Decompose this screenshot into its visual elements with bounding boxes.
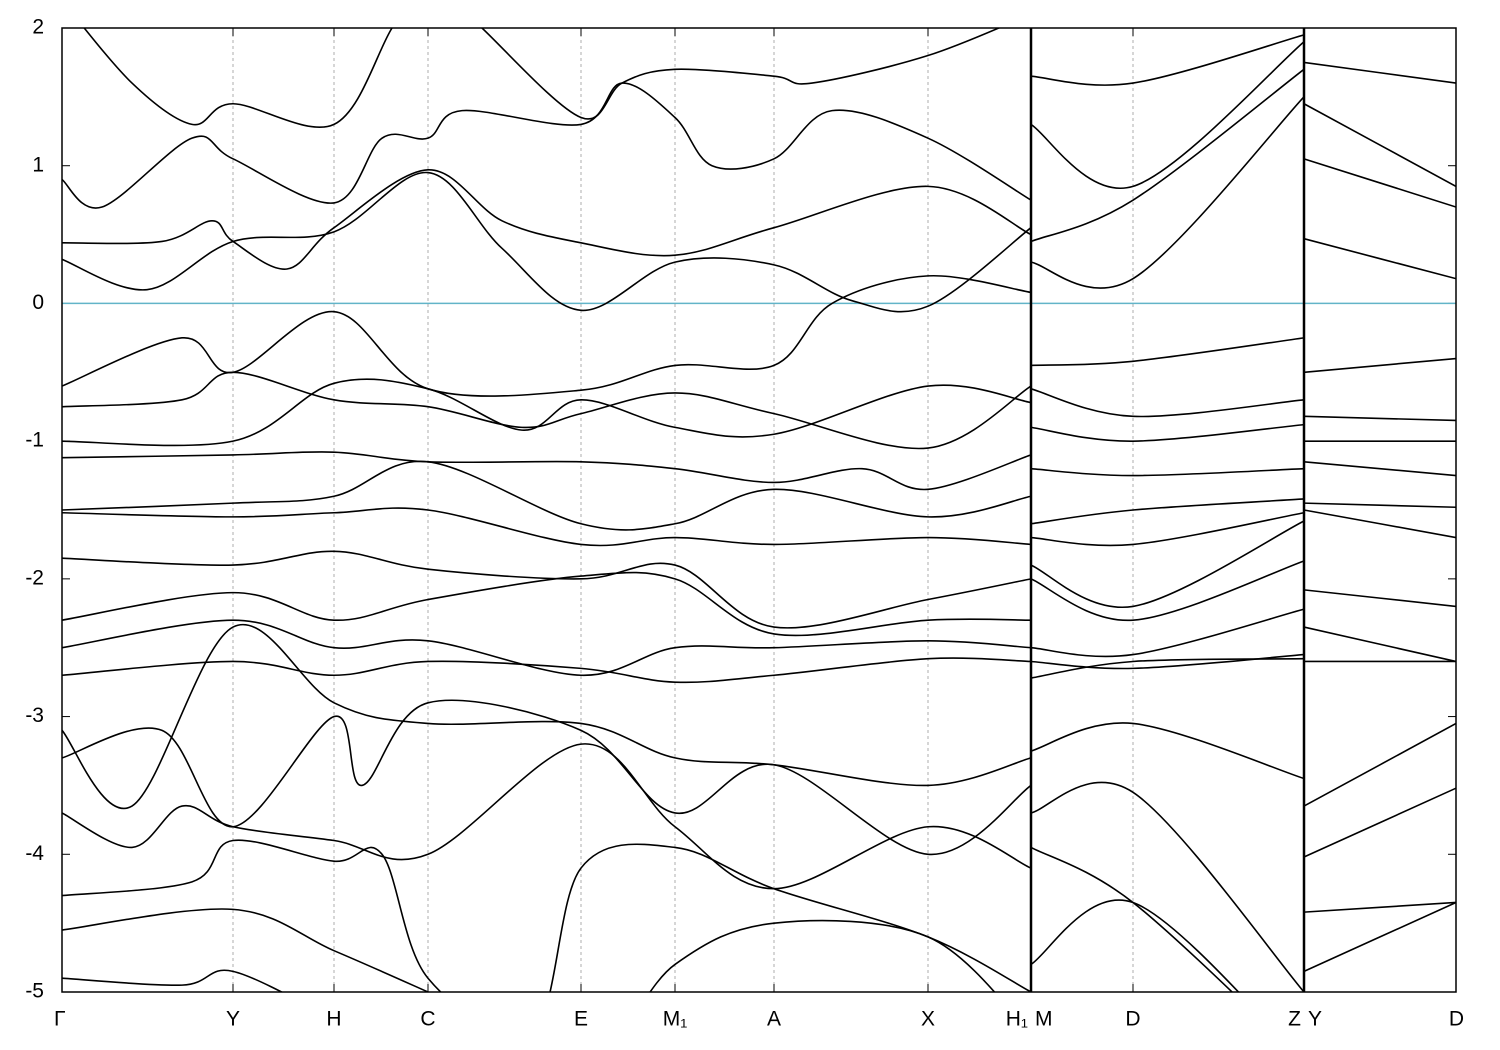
band-line — [1030, 423, 1305, 442]
x-tick-label: Y — [1308, 1008, 1322, 1031]
band-line — [1030, 899, 1240, 992]
band-line — [1030, 388, 1305, 418]
band-line — [62, 82, 1032, 209]
x-tick-label: H — [326, 1008, 341, 1031]
x-tick-label: D — [1449, 1008, 1464, 1031]
bands — [62, 28, 1456, 992]
band-line — [62, 743, 1032, 890]
band-line — [62, 839, 1032, 992]
y-tick-label: -5 — [25, 980, 44, 1003]
band-line — [1030, 520, 1305, 609]
x-tick-label: X — [921, 1008, 935, 1031]
x-tick-label: C — [420, 1008, 435, 1031]
band-line — [62, 969, 284, 992]
y-tick-label: 1 — [32, 153, 44, 176]
band-line — [62, 169, 1032, 270]
band-line — [1303, 626, 1456, 663]
band-line — [62, 371, 1032, 450]
band-line — [1303, 61, 1456, 84]
band-line — [1030, 34, 1305, 86]
band-line — [1030, 722, 1305, 780]
band-line — [62, 507, 1032, 547]
band-line — [62, 619, 1032, 677]
band-line — [1030, 560, 1305, 621]
band-line — [62, 378, 1032, 447]
band-line — [62, 657, 1032, 684]
band-line — [1303, 901, 1456, 973]
band-line — [1030, 337, 1305, 367]
x-tick-label: Y — [226, 1008, 240, 1031]
band-line — [62, 571, 1032, 637]
x-tick-label: D — [1125, 1008, 1140, 1031]
band-line — [1030, 781, 1305, 992]
band-line — [1303, 158, 1456, 208]
band-line — [62, 460, 1032, 531]
band-line — [1303, 722, 1456, 807]
band-line — [1030, 608, 1305, 658]
band-line — [1303, 502, 1456, 509]
x-tick-label: M₁ — [663, 1008, 688, 1031]
y-tick-label: -3 — [25, 704, 44, 727]
y-tick-label: -2 — [25, 566, 44, 589]
y-tick-label: -1 — [25, 429, 44, 452]
band-line — [1030, 498, 1305, 525]
band-line — [1030, 41, 1305, 190]
band-line — [62, 623, 1032, 810]
band-line — [1030, 96, 1305, 289]
band-line — [62, 171, 1032, 313]
band-line — [1030, 467, 1305, 477]
band-line — [1303, 461, 1456, 477]
x-tick-label: Z — [1288, 1008, 1301, 1031]
band-line — [1303, 237, 1456, 280]
band-line — [1030, 846, 1234, 992]
x-tick-label: H₁ — [1006, 1008, 1028, 1031]
plot-frame — [61, 27, 1457, 993]
y-tick-label: 0 — [32, 291, 44, 314]
x-tick-label: M — [1035, 1008, 1053, 1031]
y-tick-label: -4 — [25, 842, 44, 865]
band-line — [1030, 511, 1305, 547]
band-line — [1303, 509, 1456, 539]
x-tick-label: E — [574, 1008, 588, 1031]
band-line — [1030, 68, 1305, 243]
y-tick-label: 2 — [32, 16, 44, 39]
band-line — [1030, 657, 1305, 679]
band-line — [62, 274, 1032, 397]
band-line — [1030, 653, 1305, 670]
band-line — [62, 451, 1032, 491]
band-line — [1303, 901, 1456, 913]
band-line — [83, 28, 1001, 129]
x-tick-label: Γ — [54, 1008, 66, 1031]
band-line — [1303, 357, 1456, 374]
band-line — [62, 699, 1032, 856]
band-line — [1303, 589, 1456, 608]
band-line — [62, 908, 996, 992]
x-tick-label: A — [767, 1008, 781, 1031]
band-line — [62, 550, 1032, 629]
band-line — [1303, 787, 1456, 858]
band-line — [1303, 415, 1456, 422]
band-line — [1303, 103, 1456, 188]
